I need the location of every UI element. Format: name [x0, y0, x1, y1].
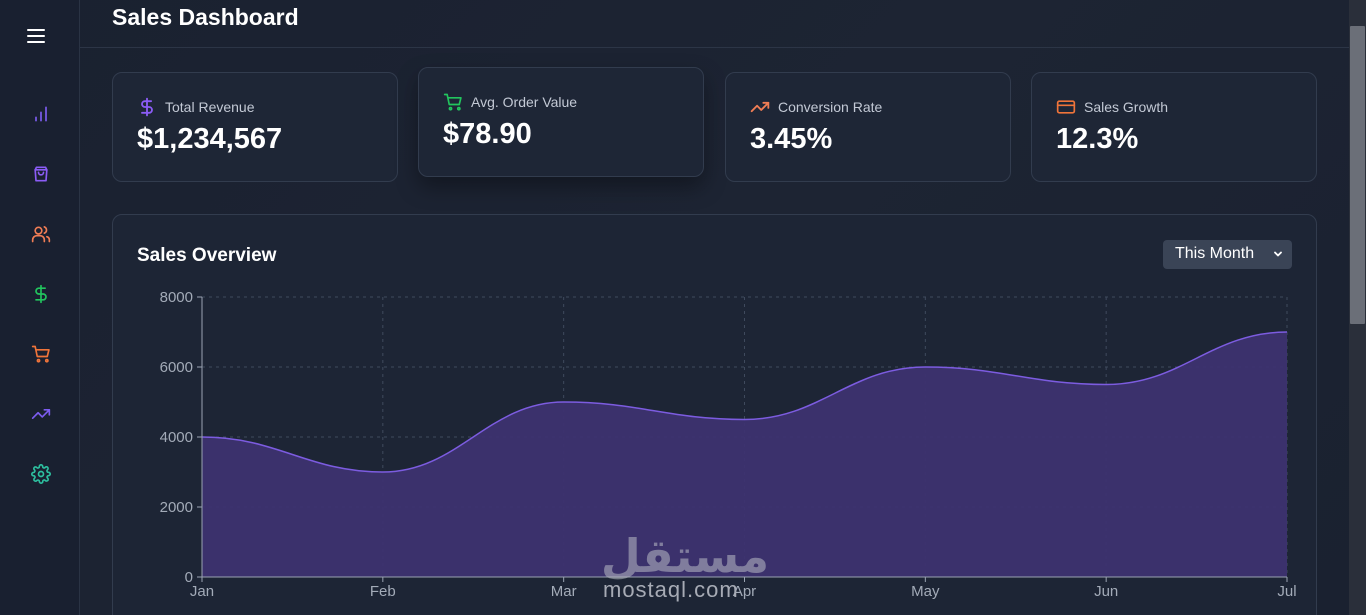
scrollbar-thumb[interactable]	[1350, 26, 1365, 324]
x-tick-label: Jan	[190, 583, 214, 600]
x-tick-label: Feb	[370, 583, 396, 600]
y-tick-label: 6000	[160, 359, 193, 376]
watermark-text: mostaql.com	[603, 577, 739, 603]
x-tick-label: Mar	[551, 583, 577, 600]
y-tick-label: 8000	[160, 289, 193, 306]
x-tick-label: Jul	[1277, 583, 1296, 600]
x-tick-label: Jun	[1094, 583, 1118, 600]
y-tick-label: 4000	[160, 429, 193, 446]
y-tick-label: 2000	[160, 499, 193, 516]
x-tick-label: May	[911, 583, 940, 600]
page-scrollbar[interactable]	[1349, 0, 1366, 615]
